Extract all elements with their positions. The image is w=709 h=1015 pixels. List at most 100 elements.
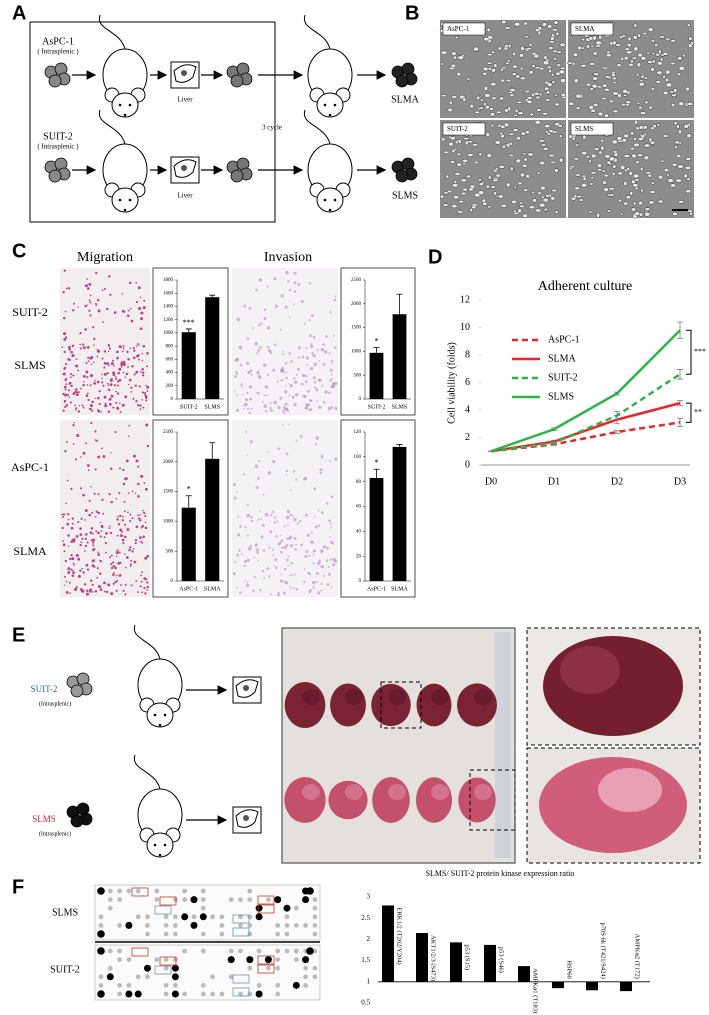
cell [116,406,119,409]
cell [514,108,519,114]
cell [482,71,488,76]
cell [104,541,108,545]
cell [638,200,643,206]
cell [119,514,122,518]
array-spot [219,923,225,928]
cell [589,87,594,91]
y-tick-label: 2000 [163,460,174,465]
cell [305,374,308,378]
cell [72,569,74,572]
cell [62,543,66,547]
cell [320,589,323,592]
cell [521,164,528,168]
cell [108,364,110,367]
cell [266,567,270,570]
array-spot [181,913,189,921]
array-spot [200,931,206,937]
mouse-tail [98,109,126,145]
cell [608,156,615,162]
cell [632,183,639,188]
cell [467,153,474,157]
cell [263,577,266,579]
cell [262,493,265,496]
image-label-box [570,122,614,136]
cell [588,105,595,110]
cell [233,375,237,378]
cell [92,538,96,542]
row-label: SLMS [52,907,78,918]
cell [483,37,490,42]
cell [632,201,637,206]
cell [67,512,70,516]
spot-box [257,904,275,914]
cell [304,554,308,559]
bar [205,297,220,399]
cell [233,390,236,392]
cell [109,383,113,386]
cell [95,510,98,514]
cell [293,380,298,384]
cell [266,451,269,453]
cell [97,553,100,556]
cell [250,407,253,410]
y-tick-label: 1200 [163,318,174,323]
cell [280,294,284,298]
cell [541,22,548,27]
cell [591,153,597,159]
cell [500,124,506,129]
cell [259,588,262,592]
cell [68,348,71,351]
cell [313,487,317,491]
cell [292,395,295,399]
x-tick-label: D1 [548,476,560,487]
cell [257,323,261,327]
cell [254,464,259,469]
cell [612,109,619,114]
liver-photo [457,683,497,727]
array-spot [293,948,299,954]
cell [79,543,82,547]
cell [330,586,333,588]
cell [232,572,236,576]
array-blot [94,884,321,941]
x-tick-label: D3 [674,476,686,487]
cell [266,326,271,330]
cell [319,471,323,475]
cell [685,157,692,161]
mouse-eye [323,103,327,107]
y-tick-label: 6 [465,377,470,388]
cell [102,321,104,323]
array-spot [219,931,225,937]
cell [451,51,457,56]
cell [82,384,85,387]
cell [112,565,115,568]
cell [77,306,79,308]
cell [304,322,306,325]
cell [448,66,456,71]
cell [272,554,274,557]
cell [462,158,469,163]
cell [623,55,629,61]
liver-lobe [598,768,662,812]
cell [90,486,92,488]
image-label-box [442,122,486,136]
cell [630,147,635,151]
array-spot [303,965,308,971]
cell [300,299,304,303]
cell [600,145,605,151]
cell [117,384,120,387]
error-bar [396,444,403,447]
cell [64,405,67,409]
cell [439,62,445,66]
cell [451,95,458,99]
cell [288,352,292,355]
cell [611,171,616,176]
cell [103,590,106,593]
cell [88,513,91,517]
cell [522,152,527,156]
cell [247,547,252,551]
cell [253,575,257,579]
bar [205,458,220,581]
array-spot [255,990,263,998]
